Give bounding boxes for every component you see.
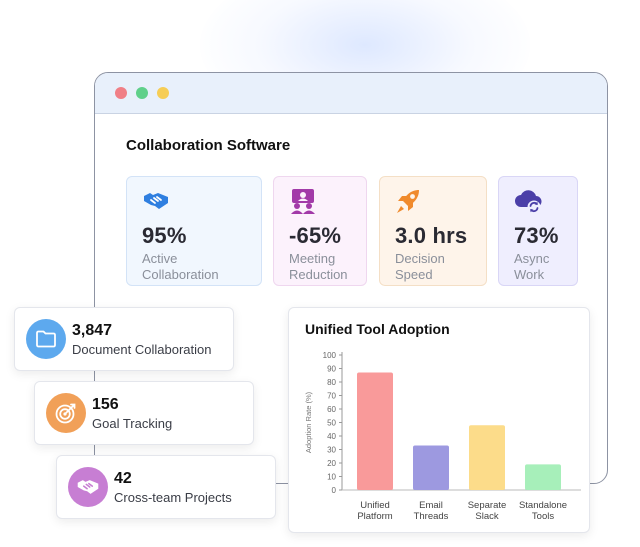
bar xyxy=(469,425,505,490)
window-titlebar xyxy=(95,73,607,114)
metric-value: 42 xyxy=(114,470,132,487)
metric-icon-circle xyxy=(46,393,86,433)
metric-card-documents: 3,847 Document Collaboration xyxy=(14,307,234,371)
stat-label: Async Work xyxy=(514,251,550,282)
metric-label: Document Collaboration xyxy=(72,342,212,357)
chart-card: Unified Tool Adoption 0 10 20 30 40 50 60 70 80 9… xyxy=(288,307,590,533)
x-tick-label: Email xyxy=(419,500,443,511)
stat-card-meeting: -65% Meeting Reduction xyxy=(273,176,367,286)
metric-icon-circle xyxy=(26,319,66,359)
bar xyxy=(413,445,449,490)
chart-title: Unified Tool Adoption xyxy=(305,321,450,337)
metric-value: 156 xyxy=(92,396,119,413)
x-tick-label: Platform xyxy=(357,511,392,522)
x-tick-label: Separate xyxy=(468,500,507,511)
handshake-icon xyxy=(77,480,99,494)
y-tick-label: 60 xyxy=(327,405,336,414)
stat-value: 3.0 hrs xyxy=(395,223,468,248)
metric-label: Cross-team Projects xyxy=(114,490,232,505)
bar xyxy=(525,464,561,490)
minimize-dot-icon[interactable] xyxy=(157,87,169,99)
y-tick-label: 0 xyxy=(332,486,337,495)
stat-card-decision: 3.0 hrs Decision Speed xyxy=(379,176,487,286)
x-tick-label: Standalone xyxy=(519,500,567,511)
stat-card-async: 73% Async Work xyxy=(498,176,578,286)
x-tick-label: Slack xyxy=(475,511,498,522)
close-dot-icon[interactable] xyxy=(115,87,127,99)
metric-label: Goal Tracking xyxy=(92,416,173,431)
y-tick-label: 10 xyxy=(327,473,336,482)
stat-label: Active Collaboration xyxy=(142,251,219,282)
stat-card-collaboration: 95% Active Collaboration xyxy=(126,176,262,286)
y-tick-label: 20 xyxy=(327,459,336,468)
metric-card-goals: 156 Goal Tracking xyxy=(34,381,254,445)
metric-card-projects: 42 Cross-team Projects xyxy=(56,455,276,519)
y-tick-label: 100 xyxy=(323,351,337,360)
x-tick-label: Threads xyxy=(414,511,449,522)
stat-label: Meeting Reduction xyxy=(289,251,348,282)
metric-icon-circle xyxy=(68,467,108,507)
y-tick-label: 90 xyxy=(327,365,336,374)
y-tick-label: 80 xyxy=(327,378,336,387)
y-axis-label: Adoption Rate (%) xyxy=(304,391,313,453)
y-tick-label: 30 xyxy=(327,446,336,455)
handshake-icon xyxy=(144,193,168,209)
x-tick-label: Unified xyxy=(360,500,390,511)
stat-value: -65% xyxy=(289,223,342,248)
folder-icon xyxy=(36,330,56,348)
rocket-icon xyxy=(397,190,419,213)
video-meeting-icon xyxy=(291,189,315,214)
page-title: Collaboration Software xyxy=(126,137,291,154)
cloud-sync-icon xyxy=(515,190,542,214)
y-tick-label: 50 xyxy=(327,419,336,428)
stat-value: 73% xyxy=(514,223,559,248)
target-icon xyxy=(55,403,76,424)
bar xyxy=(357,372,393,490)
stat-label: Decision Speed xyxy=(395,251,445,282)
x-tick-label: Tools xyxy=(532,511,554,522)
stat-value: 95% xyxy=(142,223,187,248)
y-tick-label: 70 xyxy=(327,392,336,401)
maximize-dot-icon[interactable] xyxy=(136,87,148,99)
bar-chart: 0 10 20 30 40 50 60 70 80 90 100 Adoption Rate (%) U… xyxy=(304,351,581,522)
metric-value: 3,847 xyxy=(72,322,113,339)
y-tick-label: 40 xyxy=(327,432,336,441)
